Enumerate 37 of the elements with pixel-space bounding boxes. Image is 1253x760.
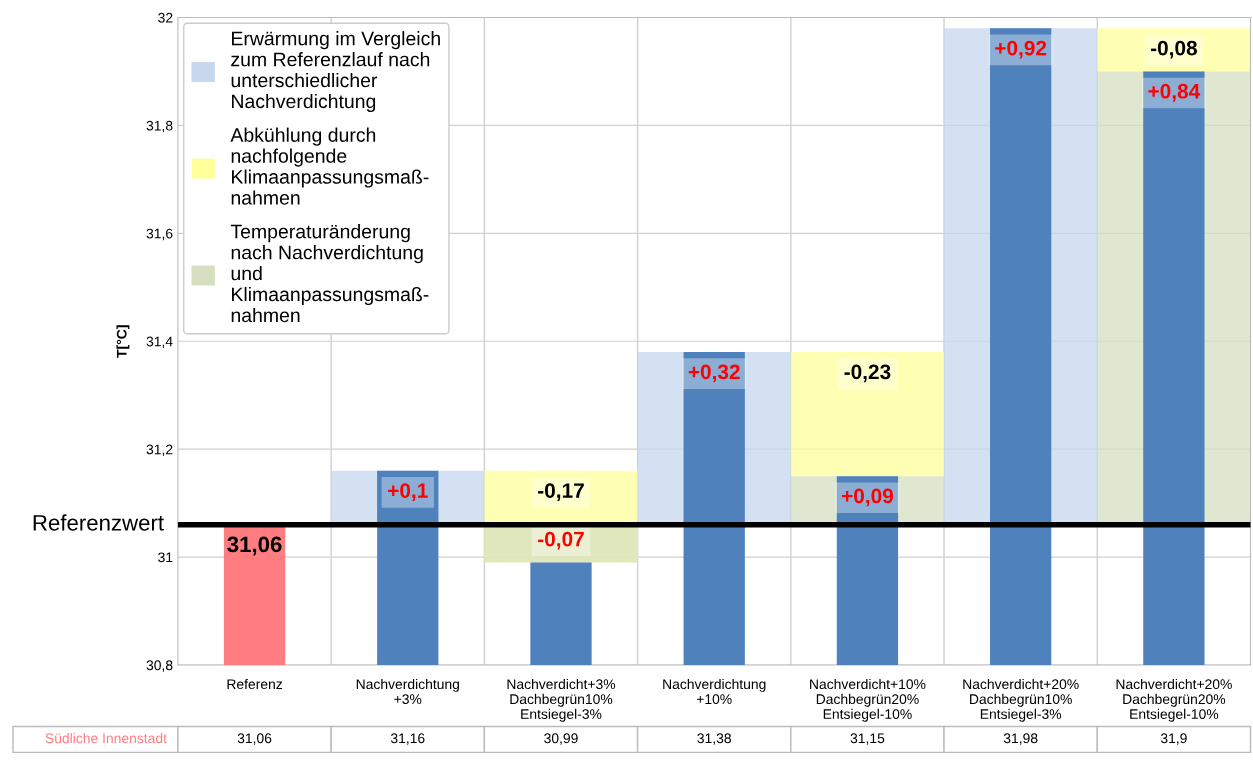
y-tick-label: 31 — [158, 552, 173, 563]
y-tick-label: 31,2 — [146, 444, 173, 456]
y-tick-label: 31,4 — [146, 336, 173, 349]
data-label: -0,17 — [538, 483, 584, 501]
x-tick-label: Nachverdicht+20% Dachbegrün20% Entsiegel-10% — [1116, 678, 1232, 722]
y-tick-label: 31,8 — [146, 120, 173, 133]
legend-label: Temperaturänderung nach Nachverdichtung und Klimaanpassungsmaß- nahmen — [230, 224, 429, 323]
legend-label: Abkühlung durch nachfolgende Klimaanpassungsmaß- nahmen — [230, 127, 429, 205]
x-tick-label: Nachverdichtung +3% — [356, 678, 459, 705]
x-tick-label: Referenz — [227, 678, 283, 690]
data-label: 30,99 — [544, 733, 578, 745]
data-label: +0,92 — [995, 40, 1047, 59]
x-tick-label: Nachverdicht+10% Dachbegrün20% Entsiegel-10% — [810, 678, 926, 722]
data-label: 31,16 — [390, 733, 425, 745]
data-label: -0,23 — [844, 364, 891, 383]
data-label: 31,98 — [1003, 733, 1038, 745]
annotation: 31,06 — [227, 536, 282, 556]
x-tick-label: Nachverdichtung +10% — [663, 678, 766, 705]
ref-line-label: Referenzwert — [33, 514, 164, 531]
data-label: +0,09 — [841, 488, 894, 507]
y-axis-title: T[°C] — [116, 325, 130, 358]
data-label: -0,07 — [538, 531, 584, 550]
y-tick-label: 32 — [158, 12, 173, 23]
legend-label: Erwärmung im Vergleich zum Referenzlauf nach unterschiedlicher Nachverdichtung — [231, 31, 440, 113]
x-tick-label: Nachverdicht+3% Dachbegrün10% Entsiegel-3% — [507, 678, 616, 722]
data-label: -0,08 — [1150, 40, 1197, 59]
data-label: +0,84 — [1148, 83, 1201, 102]
y-tick-label: 31,6 — [146, 228, 173, 241]
data-label: 31,38 — [697, 733, 731, 745]
text: Südliche Innenstadt — [45, 732, 167, 744]
data-label: 31,9 — [1160, 733, 1187, 745]
y-tick-label: 30,8 — [146, 660, 173, 672]
data-label: +0,1 — [388, 483, 428, 501]
data-label: +0,32 — [688, 364, 740, 383]
x-tick-label: Nachverdicht+20% Dachbegrün10% Entsiegel-3% — [963, 678, 1079, 722]
data-label: 31,06 — [237, 733, 272, 745]
data-label: 31,15 — [850, 733, 885, 745]
